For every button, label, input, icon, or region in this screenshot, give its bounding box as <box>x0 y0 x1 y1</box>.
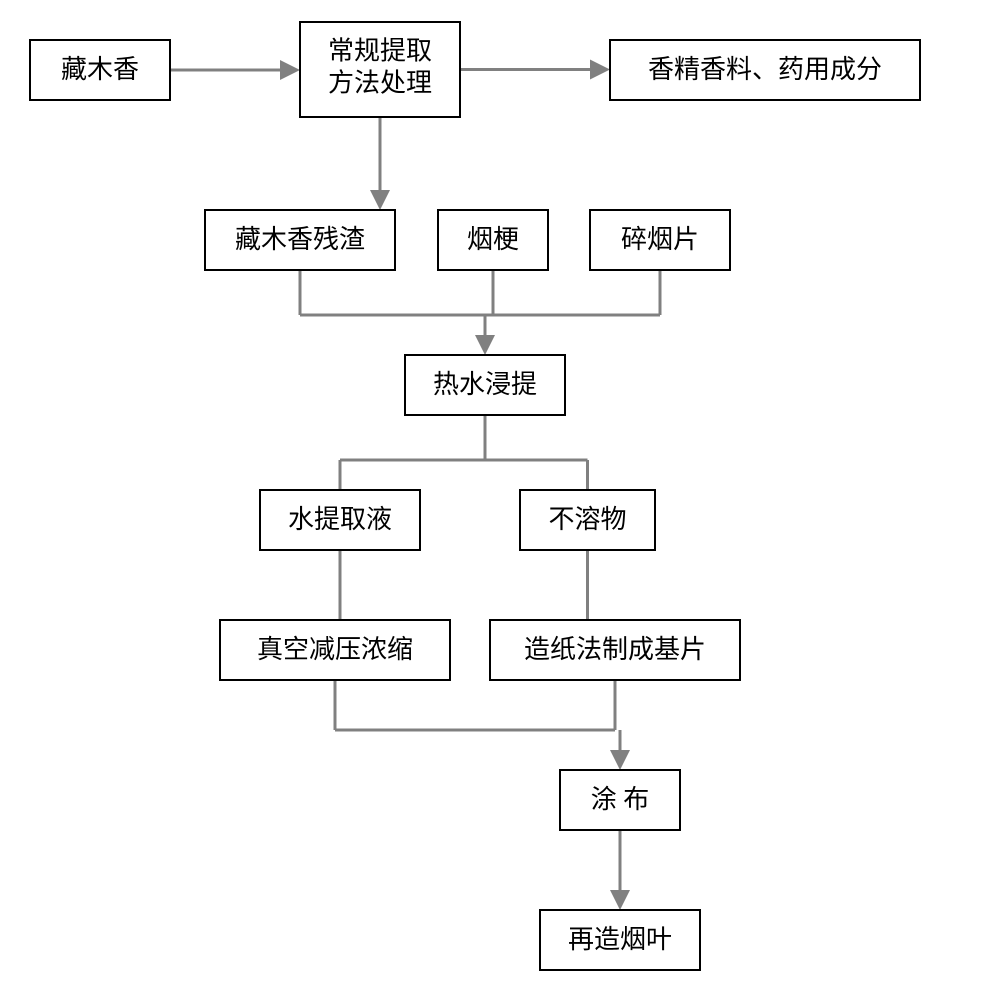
node-label: 碎烟片 <box>621 225 699 254</box>
node-label: 造纸法制成基片 <box>524 635 706 664</box>
flow-edge <box>610 830 630 910</box>
flow-edge <box>340 415 588 490</box>
node-label: 不溶物 <box>548 505 626 534</box>
node-label-line2: 方法处理 <box>328 68 432 97</box>
flow-node-n13: 再造烟叶 <box>540 910 700 970</box>
node-label: 涂 布 <box>591 785 650 814</box>
flow-node-n12: 涂 布 <box>560 770 680 830</box>
flow-node-n10: 真空减压浓缩 <box>220 620 450 680</box>
flow-node-n4: 藏木香残渣 <box>205 210 395 270</box>
node-label: 真空减压浓缩 <box>257 635 413 664</box>
node-label-line1: 常规提取 <box>328 36 432 65</box>
flow-node-n1: 藏木香 <box>30 40 170 100</box>
flow-edge <box>370 117 390 210</box>
flow-edge <box>460 60 610 80</box>
node-label: 热水浸提 <box>433 370 537 399</box>
node-label: 香精香料、药用成分 <box>648 55 882 84</box>
node-label: 烟梗 <box>467 225 519 254</box>
node-label: 水提取液 <box>288 505 392 534</box>
flow-node-n9: 不溶物 <box>520 490 655 550</box>
flow-node-n8: 水提取液 <box>260 490 420 550</box>
flow-node-n5: 烟梗 <box>438 210 548 270</box>
node-label: 藏木香 <box>61 55 139 84</box>
flow-node-n3: 香精香料、药用成分 <box>610 40 920 100</box>
flow-edge <box>170 60 300 80</box>
flow-node-n6: 碎烟片 <box>590 210 730 270</box>
flow-edge <box>335 680 630 770</box>
flow-edge <box>300 270 660 355</box>
node-label: 再造烟叶 <box>568 925 672 954</box>
flow-node-n11: 造纸法制成基片 <box>490 620 740 680</box>
flow-node-n2: 常规提取方法处理 <box>300 22 460 117</box>
flow-node-n7: 热水浸提 <box>405 355 565 415</box>
node-label: 藏木香残渣 <box>235 225 365 254</box>
